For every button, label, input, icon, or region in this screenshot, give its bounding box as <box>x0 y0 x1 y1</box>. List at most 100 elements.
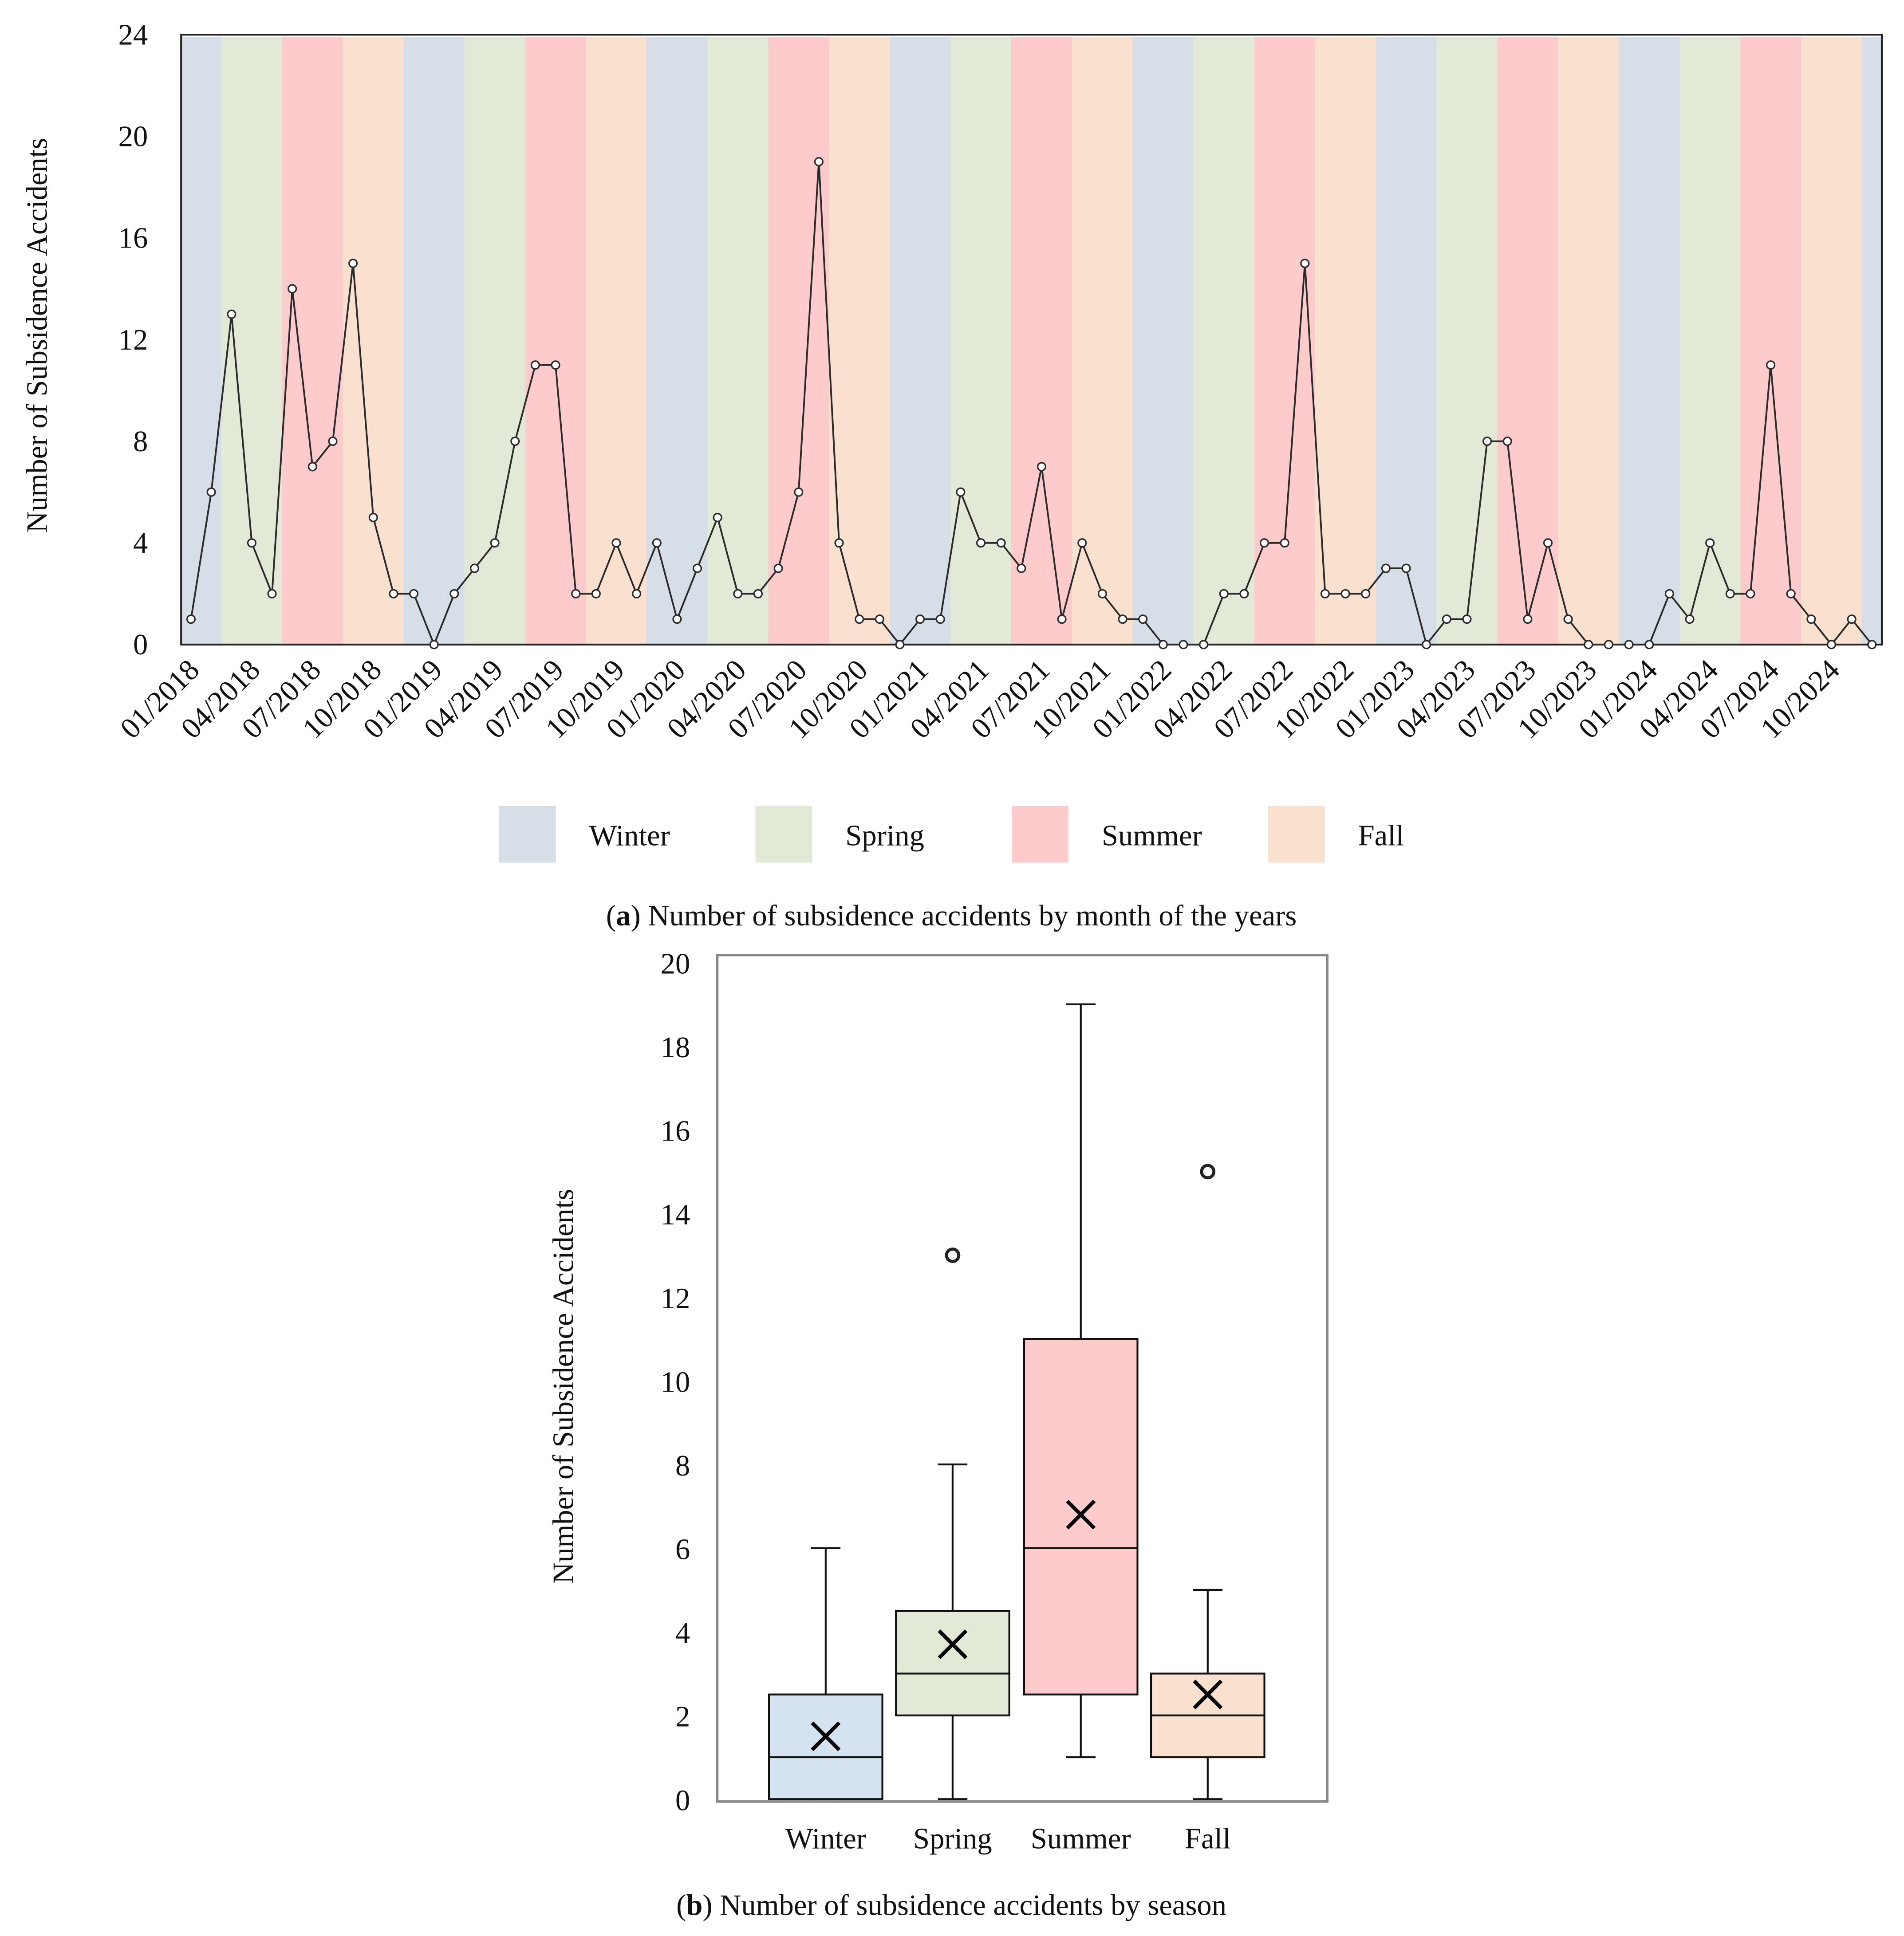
data-point <box>1584 640 1593 649</box>
iqr-box <box>768 1693 883 1800</box>
y-tick-label: 14 <box>661 1199 690 1231</box>
data-point <box>186 614 196 624</box>
season-band-spring <box>728 37 749 645</box>
data-point <box>267 589 277 598</box>
data-point <box>307 462 317 472</box>
data-point <box>348 259 358 268</box>
outlier-point <box>945 1247 961 1263</box>
data-point <box>206 487 216 497</box>
data-point <box>1826 640 1837 649</box>
data-point <box>1746 589 1755 598</box>
caption-b: (b) Number of subsidence accidents by se… <box>676 1889 1226 1921</box>
data-point <box>794 487 804 497</box>
y-tick-label: 4 <box>675 1617 690 1649</box>
data-point <box>996 538 1006 548</box>
data-point <box>1806 614 1816 624</box>
y-tick-label: 8 <box>133 425 148 458</box>
season-band-spring <box>970 37 992 645</box>
season-band-winter <box>667 37 688 645</box>
data-point <box>814 157 824 167</box>
data-point <box>1786 589 1796 598</box>
legend-swatch-winter <box>499 806 556 863</box>
data-point <box>753 589 763 598</box>
season-band-winter <box>1376 37 1397 645</box>
season-band-fall <box>586 37 607 645</box>
data-point <box>1300 259 1310 268</box>
season-band-fall <box>1315 37 1336 645</box>
season-band-spring <box>262 37 283 645</box>
season-band-summer <box>302 37 323 645</box>
data-point <box>713 512 722 523</box>
season-band-fall <box>1335 37 1356 645</box>
y-tick-label: 12 <box>118 324 148 356</box>
season-band-summer <box>1011 37 1033 645</box>
season-band-winter <box>201 37 222 645</box>
season-band-spring <box>1699 37 1721 645</box>
data-point <box>875 614 884 624</box>
season-band-summer <box>545 37 567 645</box>
season-band-winter <box>910 37 931 645</box>
season-band-summer <box>282 37 304 645</box>
x-tick-label: Summer <box>1031 1822 1131 1855</box>
y-axis-label: Number of Subsidence Accidents <box>21 138 54 533</box>
season-band-fall <box>343 37 364 645</box>
season-band-spring <box>1457 37 1478 645</box>
legend-swatch-spring <box>755 806 812 863</box>
season-band-winter <box>1619 37 1640 645</box>
season-band-summer <box>1781 37 1802 645</box>
season-band-spring <box>241 37 263 645</box>
season-band-spring <box>748 37 769 645</box>
data-point <box>1442 614 1451 624</box>
data-point <box>915 614 925 624</box>
y-tick-label: 8 <box>675 1450 690 1482</box>
season-band-spring <box>1436 37 1458 645</box>
data-point <box>1381 563 1391 573</box>
data-point <box>611 538 621 548</box>
season-band-fall <box>1112 37 1134 645</box>
y-tick-label: 24 <box>118 19 148 51</box>
season-band-winter <box>1639 37 1660 645</box>
season-band-summer <box>1052 37 1073 645</box>
y-tick-labels: 0 4 8 12 16 20 24 <box>118 19 148 661</box>
season-band-summer <box>1760 37 1782 645</box>
data-point <box>1280 538 1289 548</box>
data-point <box>1179 640 1188 649</box>
data-point <box>571 589 581 598</box>
season-band-winter <box>1173 37 1194 645</box>
caption-a: (a) Number of subsidence accidents by mo… <box>606 900 1297 932</box>
data-point <box>328 437 338 446</box>
data-point <box>652 538 662 548</box>
data-point <box>692 563 702 573</box>
season-band-fall <box>1801 37 1822 645</box>
season-band-fall <box>363 37 384 645</box>
season-band-winter <box>930 37 951 645</box>
data-point <box>956 487 966 497</box>
season-band-spring <box>464 37 485 645</box>
seasonal-box-plot: 0 2 4 6 8 10 12 14 16 18 20 Winter Spring Summer Fall… <box>547 948 1328 1921</box>
season-band-fall <box>1558 37 1579 645</box>
y-tick-label: 16 <box>661 1115 690 1148</box>
legend: Winter Spring Summer Fall <box>499 806 1404 863</box>
data-point <box>1563 614 1573 624</box>
y-tick-label: 2 <box>675 1701 690 1733</box>
data-point <box>773 563 783 573</box>
data-point <box>976 538 986 548</box>
data-point <box>1867 640 1877 649</box>
data-point <box>1097 589 1107 598</box>
y-tick-label: 18 <box>661 1031 690 1064</box>
monthly-line-chart: 0 4 8 12 16 20 24 01/201804/201807/201810/2018… <box>21 19 1883 932</box>
outlier-point <box>1200 1164 1216 1180</box>
mean-marker <box>938 1629 968 1659</box>
x-tick-labels: Winter Spring Summer Fall <box>785 1822 1231 1855</box>
data-point <box>1847 614 1857 624</box>
legend-label: Summer <box>1102 820 1202 852</box>
season-band-winter <box>1861 37 1881 645</box>
season-band-summer <box>323 37 344 645</box>
legend-label: Winter <box>589 820 670 852</box>
season-band-winter <box>687 37 709 645</box>
season-band-fall <box>606 37 627 645</box>
legend-swatch-fall <box>1268 806 1325 863</box>
season-band-fall <box>626 37 648 645</box>
boxes <box>768 1003 1265 1800</box>
y-tick-label: 0 <box>133 629 148 661</box>
